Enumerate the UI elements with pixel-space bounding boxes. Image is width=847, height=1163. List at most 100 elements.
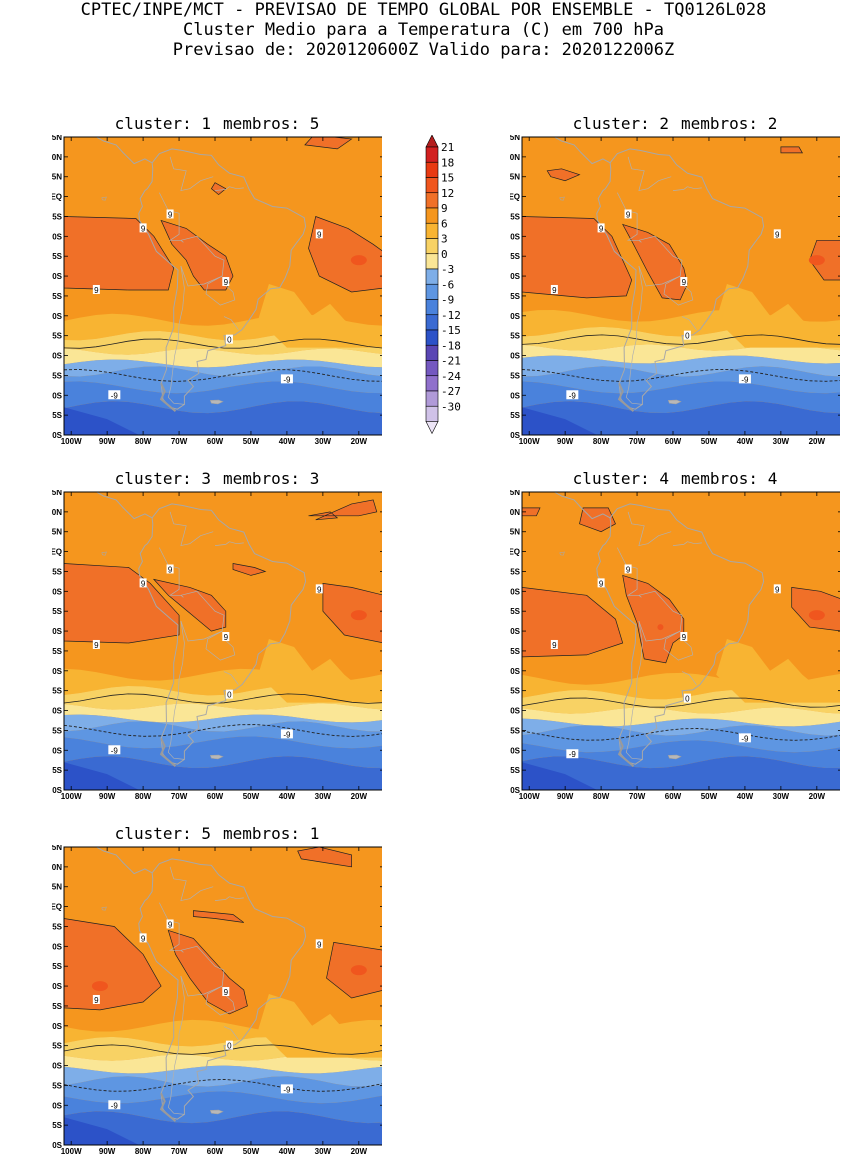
lon-tick-label: 100W (61, 437, 82, 446)
lat-tick-label: 60S (510, 431, 521, 440)
lon-tick-label: 90W (557, 792, 574, 801)
contour-label: 0 (225, 1040, 233, 1051)
contour-label: -9 (108, 745, 121, 755)
lat-tick-label: 5N (52, 173, 62, 182)
lat-tick-label: EQ (52, 903, 62, 912)
lat-tick-label: 55S (510, 766, 521, 775)
contour-label: 9 (773, 229, 781, 239)
lat-tick-label: 20S (52, 982, 63, 991)
svg-text:9: 9 (775, 230, 780, 239)
svg-text:9: 9 (168, 920, 173, 929)
lat-tick-label: 30S (52, 312, 63, 321)
lat-tick-label: 50S (52, 391, 63, 400)
lat-tick-label: 30S (510, 667, 521, 676)
lon-tick-label: 50W (243, 437, 260, 446)
contour-label: 0 (683, 693, 691, 704)
colorbar-swatch (425, 299, 439, 316)
lat-tick-label: 5S (52, 922, 62, 931)
contour-label: -9 (108, 390, 121, 400)
lat-tick-label: 15N (52, 845, 62, 852)
contour-label: 9 (166, 564, 174, 574)
lat-tick-label: 30S (510, 312, 521, 321)
plot-frame (521, 136, 840, 436)
svg-text:0: 0 (227, 336, 232, 345)
panel-title: cluster: 1 membros: 5 (52, 113, 382, 135)
lon-tick-label: 50W (243, 1147, 260, 1156)
lon-tick-label: 70W (629, 792, 646, 801)
lat-tick-label: 10N (52, 153, 62, 162)
contour-label: 9 (92, 284, 100, 295)
colorbar-swatch (425, 253, 439, 270)
lat-tick-label: 60S (52, 786, 63, 795)
lat-tick-label: EQ (510, 548, 520, 557)
contour-label: 9 (92, 994, 100, 1005)
lon-tick-label: 60W (207, 1147, 224, 1156)
lat-tick-label: 10N (510, 153, 520, 162)
svg-text:9: 9 (224, 988, 229, 997)
lat-tick-label: 15S (52, 607, 63, 616)
lon-tick-label: 20W (809, 437, 826, 446)
lat-tick-label: EQ (52, 548, 62, 557)
lon-tick-label: 80W (593, 437, 610, 446)
contour-label: -9 (108, 1100, 121, 1110)
members-label: membros: 2 (681, 114, 778, 133)
colorbar-top-arrow (425, 135, 439, 148)
lat-tick-label: 50S (510, 391, 521, 400)
lat-tick-label: 5S (52, 212, 62, 221)
svg-text:9: 9 (94, 641, 99, 650)
map-plot: 9 9 9 9 9 0 -9 -9 15N 10N 5N EQ 5S 10S 15S 20S 25S 30S 35S… (510, 135, 840, 446)
lat-tick-label: 45S (52, 1081, 63, 1090)
lon-tick-label: 60W (207, 792, 224, 801)
cluster-label: cluster: 2 (572, 114, 669, 133)
svg-text:-9: -9 (283, 730, 291, 739)
svg-text:-9: -9 (741, 734, 749, 743)
colorbar-swatch (425, 329, 439, 346)
colorbar-level-label: 6 (441, 217, 448, 230)
lat-tick-label: 5N (510, 528, 520, 537)
svg-text:9: 9 (626, 210, 631, 219)
colorbar-level-label: -18 (441, 339, 461, 352)
header-line-2: Cluster Medio para a Temperatura (C) em … (182, 20, 665, 40)
contour-label: 9 (166, 919, 174, 929)
cluster-label: cluster: 3 (114, 469, 211, 488)
svg-text:9: 9 (599, 224, 604, 233)
lat-tick-label: 20S (510, 627, 521, 636)
lat-tick-label: 10S (52, 587, 63, 596)
svg-text:9: 9 (552, 641, 557, 650)
map-plot: 9 9 9 9 9 0 -9 -9 15N 10N 5N EQ 5S 10S 15S 20S 25S 30S 35S… (52, 490, 382, 801)
contour-label: 9 (773, 584, 781, 594)
colorbar-level-label: 15 (441, 172, 454, 185)
contour-label: -9 (280, 1084, 293, 1094)
colorbar-swatch (425, 344, 439, 361)
temperature-field: 9 9 9 9 9 0 -9 -9 (64, 137, 382, 435)
svg-text:9: 9 (682, 278, 687, 287)
lat-tick-label: 45S (510, 726, 521, 735)
colorbar-legend: 21 18 15 12 9 6 3 0 -3 -6 -9 -12 -15 -18 -21 -24 -27 -30 (425, 135, 461, 435)
colorbar-level-label: 12 (441, 187, 454, 200)
cluster-label: cluster: 1 (114, 114, 211, 133)
lon-tick-label: 60W (207, 437, 224, 446)
lat-tick-label: 15N (510, 490, 520, 497)
colorbar-level-label: -30 (441, 400, 461, 413)
svg-text:-9: -9 (283, 1085, 291, 1094)
contour-label: 9 (139, 578, 147, 588)
colorbar-swatch (425, 192, 439, 209)
lat-tick-label: 25S (52, 292, 63, 301)
lat-tick-label: 40S (510, 707, 521, 716)
contour-label: 9 (550, 639, 558, 650)
lon-tick-label: 70W (171, 1147, 188, 1156)
lat-tick-label: 20S (52, 272, 63, 281)
colorbar-swatch (425, 222, 439, 239)
svg-text:9: 9 (224, 633, 229, 642)
lat-tick-label: 35S (52, 687, 63, 696)
panel-title: cluster: 2 membros: 2 (510, 113, 840, 135)
svg-text:-9: -9 (569, 750, 577, 759)
lat-tick-label: 5S (510, 567, 520, 576)
temperature-field: 9 9 9 9 9 0 -9 -9 (522, 137, 840, 435)
contour-label: -9 (280, 374, 293, 384)
contour-label: 9 (222, 987, 230, 997)
lat-tick-label: 5S (510, 212, 520, 221)
contour-label: 9 (92, 639, 100, 650)
lon-tick-label: 20W (809, 792, 826, 801)
map-panel-cluster-2: cluster: 2 membros: 2 9 9 9 9 9 0 -9 -9 15N 10N 5N E… (510, 113, 840, 453)
